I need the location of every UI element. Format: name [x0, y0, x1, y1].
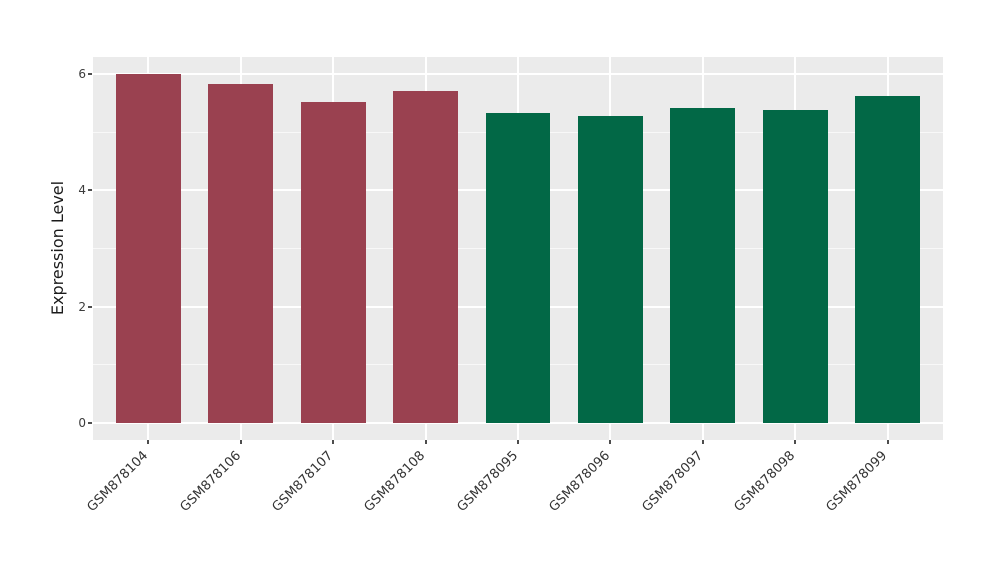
x-tick-label-GSM878104: GSM878104: [84, 448, 152, 515]
bar-GSM878104: [116, 74, 181, 423]
y-tick-label: 6: [78, 67, 86, 82]
x-tick-label-GSM878097: GSM878097: [639, 448, 706, 515]
y-tick-mark: [88, 421, 92, 424]
y-tick-label: 0: [78, 415, 86, 430]
x-tick-label-GSM878098: GSM878098: [731, 448, 799, 515]
y-tick-label: 2: [78, 299, 86, 314]
y-tick-mark: [88, 305, 92, 308]
x-tick-mark: [424, 440, 427, 444]
x-tick-mark: [239, 440, 242, 444]
y-tick-mark: [88, 189, 92, 192]
bar-GSM878107: [300, 102, 366, 423]
x-tick-label-GSM878096: GSM878096: [546, 448, 614, 515]
x-tick-mark: [701, 440, 704, 444]
x-tick-label-GSM878095: GSM878095: [454, 448, 521, 515]
y-tick-mark: [88, 73, 92, 76]
x-tick-mark: [517, 440, 519, 444]
plot-panel: [93, 57, 943, 440]
x-tick-label-GSM878107: GSM878107: [269, 448, 337, 515]
y-axis-title: Expression Level: [48, 180, 67, 316]
x-tick-label-GSM878106: GSM878106: [177, 448, 244, 515]
x-tick-mark: [609, 440, 612, 444]
x-tick-label-GSM878099: GSM878099: [823, 448, 891, 515]
x-tick-mark: [886, 440, 889, 444]
x-tick-mark: [794, 440, 797, 444]
bar-GSM878098: [762, 109, 828, 423]
y-tick-label: 4: [78, 183, 86, 198]
bar-GSM878097: [670, 108, 736, 423]
bar-GSM878095: [485, 113, 551, 423]
bar-GSM878096: [578, 116, 643, 423]
x-tick-mark: [147, 440, 150, 444]
bar-GSM878108: [393, 90, 458, 423]
x-tick-label-GSM878108: GSM878108: [361, 448, 429, 515]
bar-GSM878099: [855, 95, 920, 423]
x-tick-mark: [332, 440, 335, 444]
bar-GSM878106: [208, 84, 274, 423]
